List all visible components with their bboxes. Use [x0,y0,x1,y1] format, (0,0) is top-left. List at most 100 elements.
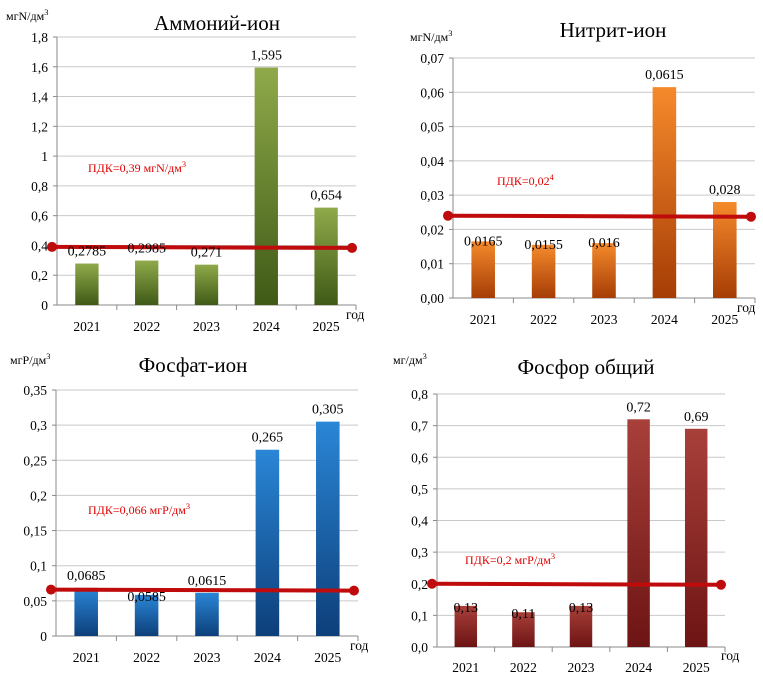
bar [134,594,159,636]
y-tick-label: 0,07 [420,51,444,66]
reference-line-marker [349,585,359,596]
y-tick-label: 0,02 [420,222,444,237]
reference-line-label: ПДК=0,2 мгР/дм3 [465,552,555,567]
reference-line [430,581,723,587]
y-tick-label: 1,6 [31,60,48,75]
x-tick-label: 2025 [313,319,340,334]
y-axis-unit: мгN/дм3 [410,29,452,44]
y-tick-label: 0,25 [23,453,47,468]
bar [316,421,340,636]
x-tick-label: 2022 [510,660,537,675]
data-label: 0,13 [454,601,479,616]
chart-title: Нитрит-ион [560,18,667,42]
x-tick-label: 2023 [194,650,221,665]
x-tick-label: 2021 [73,319,100,334]
data-label: 0,2785 [68,245,107,260]
bar [627,419,650,647]
chart-title: Фосфор общий [518,355,655,379]
x-tick-label: 2024 [651,312,678,327]
data-label: 0,72 [626,400,651,415]
y-tick-label: 0,06 [420,85,444,100]
bar [74,587,98,636]
y-tick-label: 0,1 [30,559,47,574]
bar [592,243,616,298]
chart-phosphorus-total: 0,0 0,1 0,2 0,3 0,4 0,5 0,6 0,7 0,8 2021 2022 2023 2… [393,352,740,675]
y-tick-label: 0,7 [411,419,428,434]
bar [652,87,677,299]
y-tick-label: 0,2 [30,488,47,503]
bar [569,605,593,647]
bar [195,592,219,636]
x-tick-label: 2021 [73,650,100,665]
y-tick-label: 0,04 [420,154,444,169]
bar [713,202,737,298]
bar [75,263,99,305]
x-tick-label: 2023 [568,660,595,675]
x-tick-label: 2022 [530,312,557,327]
data-label: 0,0615 [645,68,684,83]
y-tick-label: 0,05 [420,120,444,135]
reference-line-label: ПДК=0,024 [497,173,555,188]
reference-line [49,587,356,593]
data-label: 0,654 [310,189,342,204]
data-label: 0,016 [588,236,620,251]
bar [255,449,280,636]
data-label: 0,2985 [127,242,166,257]
y-tick-label: 0,1 [411,608,428,623]
y-tick-label: 1,8 [31,30,48,45]
y-tick-label: 1 [41,149,48,164]
data-label: 0,0685 [67,569,106,584]
chart-phosphate: 0 0,05 0,1 0,15 0,2 0,25 0,3 0,35 2021 2022 2023 20… [10,352,369,665]
y-tick-label: 0,6 [31,209,48,224]
bar [135,260,159,305]
y-tick-label: 0,35 [23,383,47,398]
y-tick-label: 0,6 [411,450,428,465]
chart-title: Фосфат-ион [139,353,248,377]
x-tick-label: 2022 [133,319,160,334]
data-label: 0,69 [684,410,709,425]
bar [531,244,556,298]
bar [314,207,338,305]
data-label: 1,595 [251,49,283,64]
y-tick-label: 0,5 [411,482,428,497]
bar [684,428,708,647]
y-tick-label: 0,8 [411,387,428,402]
reference-line-marker [746,211,756,222]
y-tick-label: 0,3 [411,545,428,560]
y-axis-unit: мг/дм3 [393,352,427,367]
y-tick-label: 0,2 [411,577,428,592]
data-label: 0,0155 [524,238,563,253]
x-tick-label: 2022 [133,650,160,665]
chart-ammonium: 0 0,2 0,4 0,6 0,8 1 1,2 1,4 1,6 1,8 2021 2022 2023 20… [6,8,365,334]
y-tick-label: 0,4 [411,514,428,529]
data-label: 0,13 [569,601,594,616]
chart-title: Аммоний-ион [154,11,280,35]
data-label: 0,0585 [127,590,166,605]
x-axis-label: год [346,307,365,322]
x-axis-label: год [737,300,756,315]
x-tick-label: 2025 [711,312,738,327]
reference-line [50,244,354,250]
y-tick-label: 0,03 [420,188,444,203]
y-axis-unit: мгР/дм3 [10,352,50,367]
x-axis-label: год [350,638,369,653]
reference-line-marker [443,210,453,221]
data-label: 0,265 [252,431,284,446]
data-label: 0,305 [312,403,344,418]
y-tick-label: 0,00 [420,291,444,306]
reference-line-marker [47,241,57,252]
y-tick-label: 1,2 [31,119,48,134]
bar [254,67,278,306]
x-tick-label: 2024 [254,650,281,665]
y-tick-label: 0,01 [420,257,444,272]
x-axis-label: год [721,648,740,663]
reference-line-label: ПДК=0,066 мгР/дм3 [88,502,190,517]
y-tick-label: 0,0 [411,640,428,655]
y-tick-label: 0,3 [30,418,47,433]
x-tick-label: 2025 [683,660,710,675]
x-tick-label: 2024 [253,319,280,334]
y-axis-unit: мгN/дм3 [6,8,48,23]
y-tick-label: 0 [40,629,47,644]
reference-line-label: ПДК=0,39 мгN/дм3 [88,160,186,175]
y-tick-label: 0 [41,298,48,313]
